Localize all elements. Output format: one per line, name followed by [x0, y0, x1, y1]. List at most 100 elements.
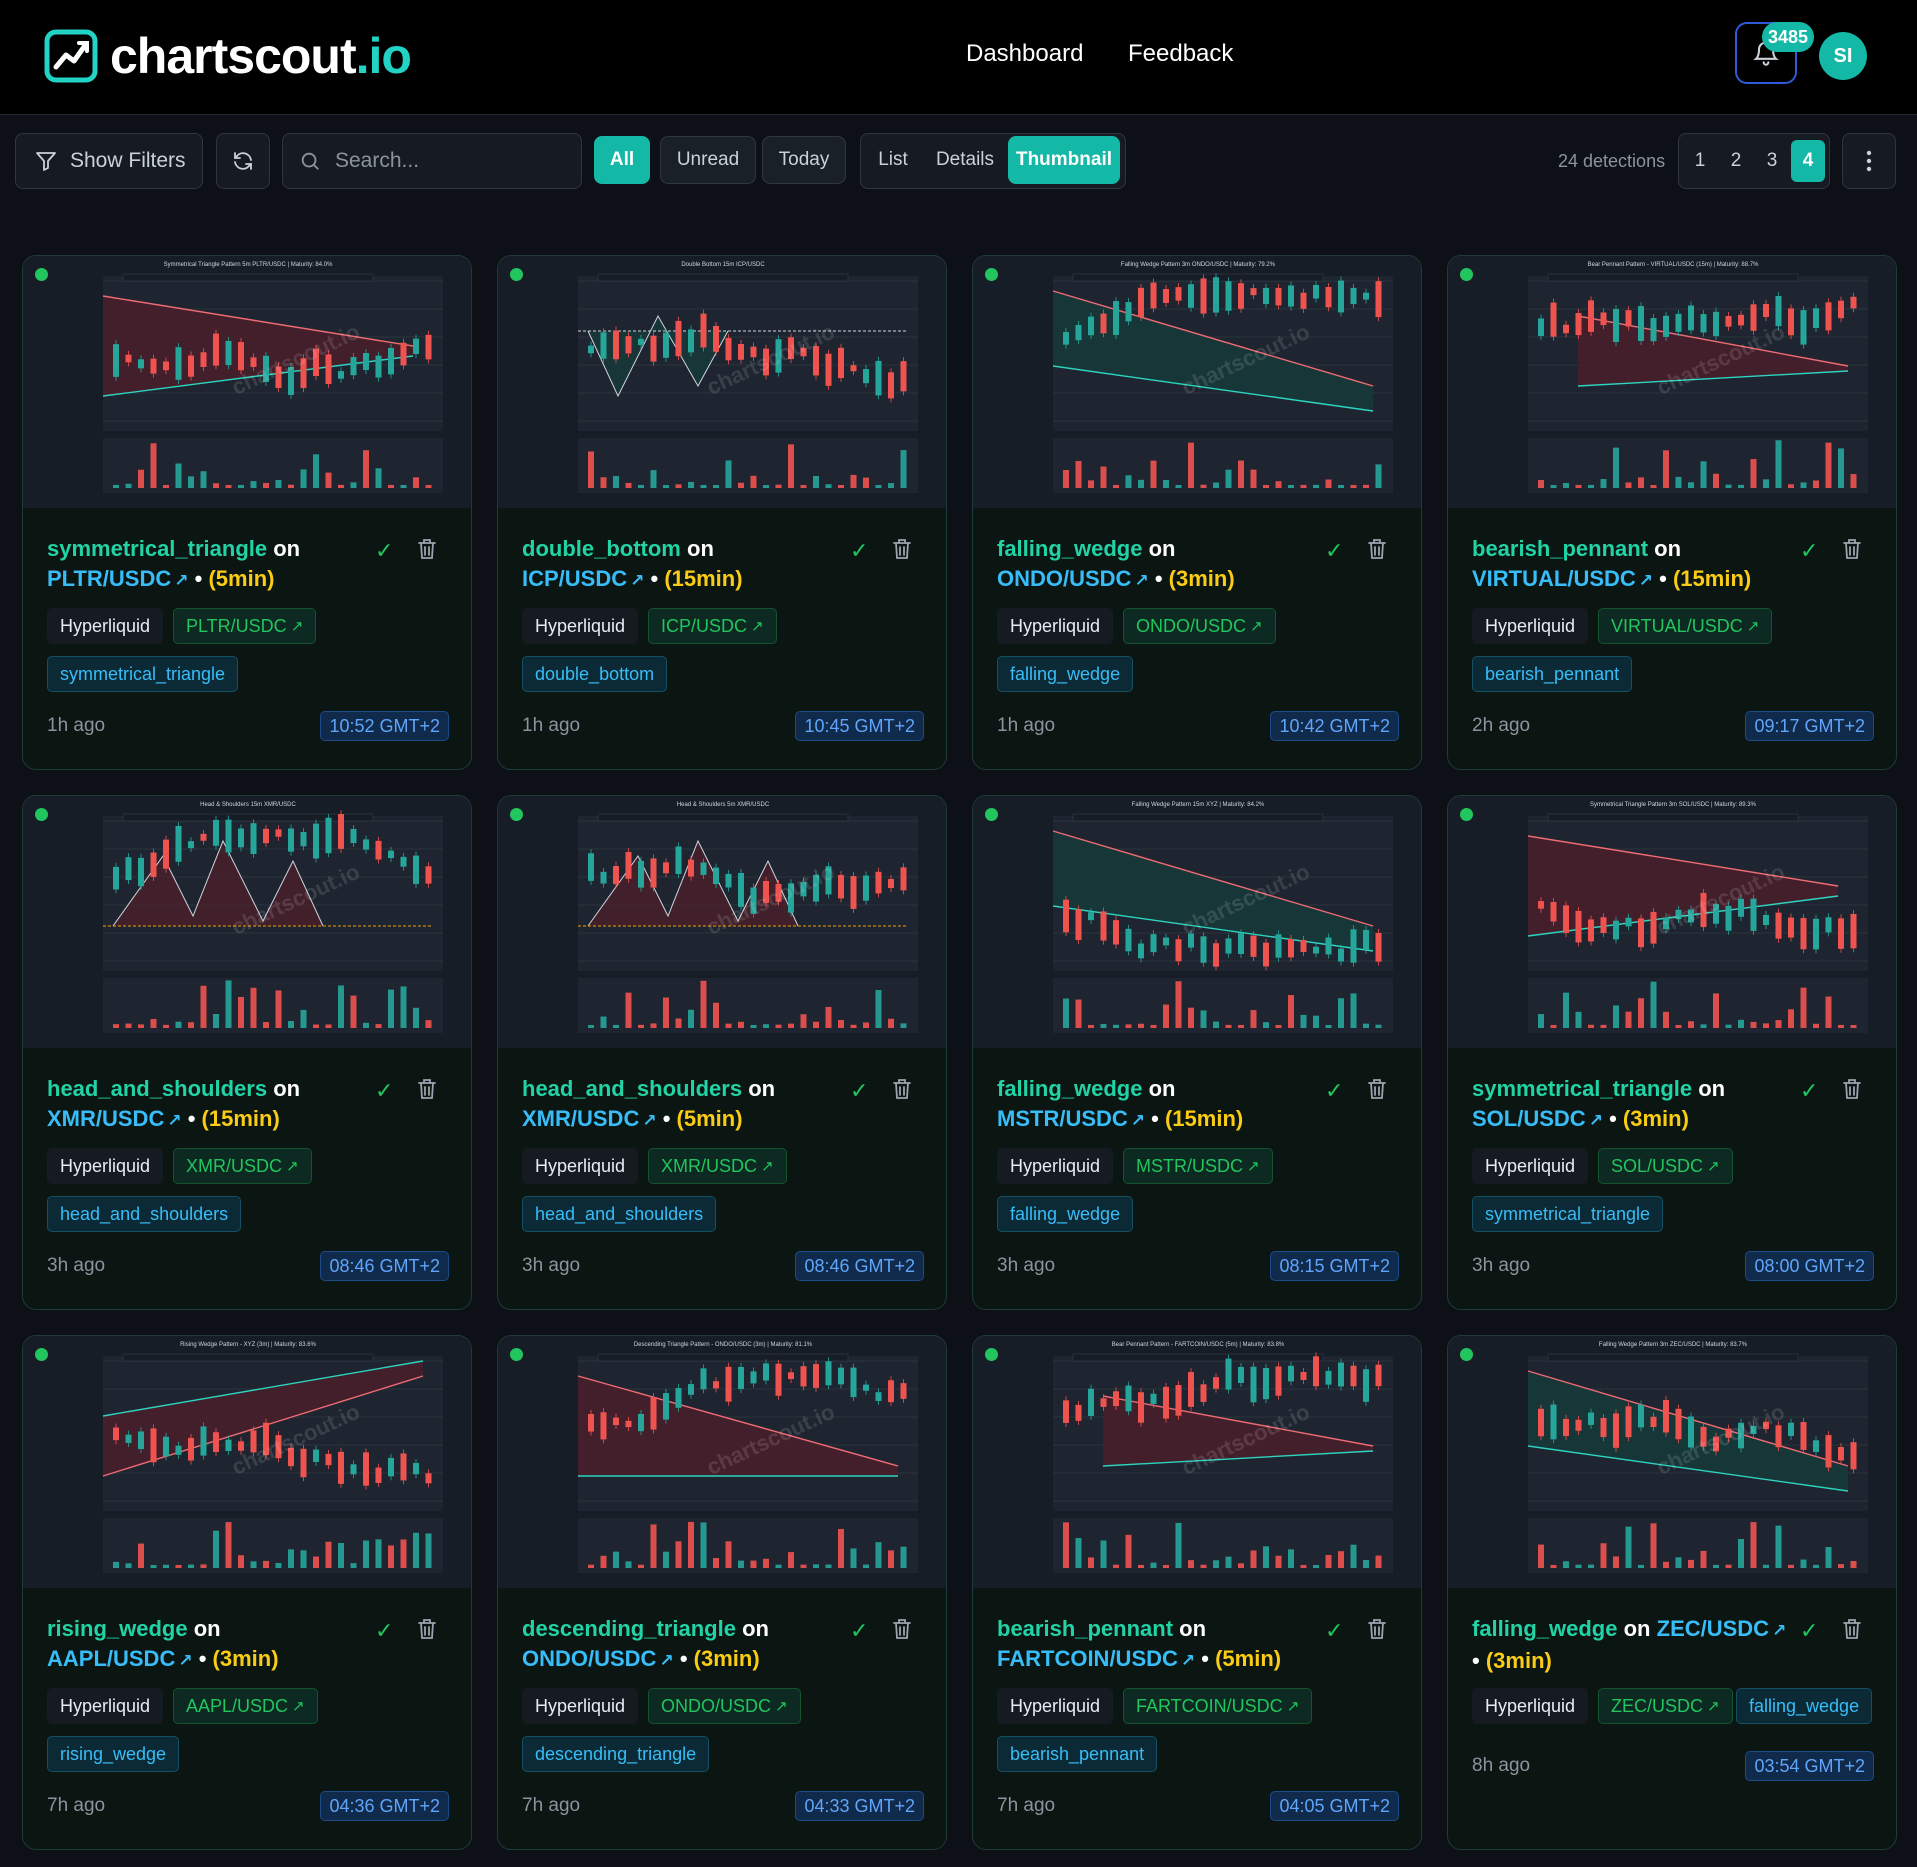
pattern-tag[interactable]: falling_wedge: [997, 656, 1134, 692]
external-link-icon[interactable]: ↗: [1588, 1111, 1603, 1130]
check-icon[interactable]: ✓: [850, 1078, 869, 1103]
pair-tag[interactable]: ZEC/USDC ↗: [1598, 1688, 1733, 1724]
external-link-icon[interactable]: ↗: [178, 1651, 193, 1670]
pattern-tag[interactable]: head_and_shoulders: [522, 1196, 717, 1232]
detection-card[interactable]: Double Bottom 15m ICP/USDC chartscout.io d…: [497, 255, 947, 770]
external-link-icon[interactable]: ↗: [167, 1111, 182, 1130]
pattern-name[interactable]: bearish_pennant: [1472, 536, 1649, 561]
pattern-name[interactable]: double_bottom: [522, 536, 681, 561]
page-1[interactable]: 1: [1694, 150, 1706, 171]
detection-card[interactable]: Bear Pennant Pattern - FARTCOIN/USDC (5m…: [972, 1335, 1422, 1850]
search-input[interactable]: Search...: [335, 149, 420, 172]
pattern-tag[interactable]: double_bottom: [522, 656, 668, 692]
delete-button[interactable]: [417, 538, 437, 565]
pattern-tag[interactable]: rising_wedge: [47, 1736, 180, 1772]
pair-link[interactable]: ICP/USDC: [522, 566, 628, 591]
detection-card[interactable]: Head & Shoulders 5m XMR/USDC chartscout.i…: [497, 795, 947, 1310]
detection-card[interactable]: Falling Wedge Pattern 15m XYZ | Maturity…: [972, 795, 1422, 1310]
delete-button[interactable]: [892, 1078, 912, 1105]
delete-button[interactable]: [1842, 1618, 1862, 1645]
chart-thumbnail[interactable]: Falling Wedge Pattern 3m ZEC/USDC | Matu…: [1448, 1336, 1896, 1588]
view-list[interactable]: List: [878, 149, 908, 170]
brand-logo[interactable]: chartscout.io: [44, 28, 412, 84]
show-filters-button[interactable]: Show Filters: [15, 133, 203, 189]
chart-thumbnail[interactable]: Bear Pennant Pattern - VIRTUAL/USDC (15m…: [1448, 256, 1896, 508]
pair-link[interactable]: SOL/USDC: [1472, 1106, 1586, 1131]
pattern-tag[interactable]: bearish_pennant: [1472, 656, 1633, 692]
pattern-tag[interactable]: descending_triangle: [522, 1736, 710, 1772]
pattern-tag[interactable]: symmetrical_triangle: [47, 656, 239, 692]
page-3[interactable]: 3: [1766, 150, 1778, 171]
pair-link[interactable]: XMR/USDC: [47, 1106, 165, 1131]
pattern-name[interactable]: bearish_pennant: [997, 1616, 1174, 1641]
delete-button[interactable]: [417, 1618, 437, 1645]
detection-card[interactable]: Symmetrical Triangle Pattern 5m PLTR/USD…: [22, 255, 472, 770]
external-link-icon[interactable]: ↗: [630, 571, 645, 590]
pair-tag[interactable]: FARTCOIN/USDC ↗: [1123, 1688, 1313, 1724]
external-link-icon[interactable]: ↗: [1130, 1111, 1146, 1130]
more-options-button[interactable]: [1842, 133, 1896, 189]
pair-link[interactable]: PLTR/USDC: [47, 566, 172, 591]
pattern-name[interactable]: falling_wedge: [997, 536, 1143, 561]
detection-card[interactable]: Falling Wedge Pattern 3m ZEC/USDC | Matu…: [1447, 1335, 1897, 1850]
pattern-tag[interactable]: falling_wedge: [1736, 1688, 1873, 1724]
pattern-tag[interactable]: bearish_pennant: [997, 1736, 1158, 1772]
delete-button[interactable]: [892, 1618, 912, 1645]
pair-tag[interactable]: PLTR/USDC ↗: [173, 608, 317, 644]
chart-thumbnail[interactable]: Falling Wedge Pattern 3m ONDO/USDC | Mat…: [973, 256, 1421, 508]
pair-link[interactable]: VIRTUAL/USDC: [1472, 566, 1636, 591]
chart-thumbnail[interactable]: Rising Wedge Pattern - XYZ (3m) | Maturi…: [23, 1336, 471, 1588]
pair-link[interactable]: AAPL/USDC: [47, 1646, 176, 1671]
check-icon[interactable]: ✓: [375, 1078, 394, 1103]
pair-tag[interactable]: AAPL/USDC ↗: [173, 1688, 318, 1724]
chart-thumbnail[interactable]: Head & Shoulders 15m XMR/USDC chartscout.…: [23, 796, 471, 1048]
check-icon[interactable]: ✓: [850, 538, 869, 563]
chart-thumbnail[interactable]: Descending Triangle Pattern - ONDO/USDC …: [498, 1336, 946, 1588]
delete-button[interactable]: [892, 538, 912, 565]
pattern-tag[interactable]: head_and_shoulders: [47, 1196, 242, 1232]
search-box[interactable]: Search...: [282, 133, 582, 189]
check-icon[interactable]: ✓: [375, 1618, 394, 1643]
delete-button[interactable]: [1367, 1078, 1387, 1105]
pattern-name[interactable]: falling_wedge: [997, 1076, 1143, 1101]
check-icon[interactable]: ✓: [1800, 1078, 1819, 1103]
pair-tag[interactable]: SOL/USDC ↗: [1598, 1148, 1733, 1184]
detection-card[interactable]: Descending Triangle Pattern - ONDO/USDC …: [497, 1335, 947, 1850]
check-icon[interactable]: ✓: [1325, 1078, 1344, 1103]
pair-link[interactable]: FARTCOIN/USDC: [997, 1646, 1178, 1671]
detection-card[interactable]: Falling Wedge Pattern 3m ONDO/USDC | Mat…: [972, 255, 1422, 770]
check-icon[interactable]: ✓: [850, 1618, 869, 1643]
refresh-button[interactable]: [216, 133, 270, 189]
external-link-icon[interactable]: ↗: [1638, 571, 1654, 590]
pair-tag[interactable]: XMR/USDC ↗: [173, 1148, 312, 1184]
pattern-name[interactable]: symmetrical_triangle: [47, 536, 268, 561]
filter-all[interactable]: All: [594, 136, 650, 184]
external-link-icon[interactable]: ↗: [1180, 1651, 1196, 1670]
external-link-icon[interactable]: ↗: [642, 1111, 657, 1130]
pair-tag[interactable]: VIRTUAL/USDC ↗: [1598, 608, 1773, 644]
detection-card[interactable]: Rising Wedge Pattern - XYZ (3m) | Maturi…: [22, 1335, 472, 1850]
pattern-tag[interactable]: symmetrical_triangle: [1472, 1196, 1664, 1232]
chart-thumbnail[interactable]: Double Bottom 15m ICP/USDC chartscout.io: [498, 256, 946, 508]
chart-thumbnail[interactable]: Bear Pennant Pattern - FARTCOIN/USDC (5m…: [973, 1336, 1421, 1588]
nav-feedback[interactable]: Feedback: [1128, 40, 1234, 67]
chart-thumbnail[interactable]: Falling Wedge Pattern 15m XYZ | Maturity…: [973, 796, 1421, 1048]
delete-button[interactable]: [1367, 1618, 1387, 1645]
pattern-name[interactable]: rising_wedge: [47, 1616, 188, 1641]
pattern-name[interactable]: descending_triangle: [522, 1616, 736, 1641]
user-avatar[interactable]: SI: [1819, 32, 1867, 80]
page-2[interactable]: 2: [1730, 150, 1742, 171]
pair-tag[interactable]: XMR/USDC ↗: [648, 1148, 787, 1184]
view-thumbnail[interactable]: Thumbnail: [1008, 136, 1120, 184]
filter-today[interactable]: Today: [762, 136, 846, 184]
pair-tag[interactable]: ONDO/USDC ↗: [1123, 608, 1276, 644]
delete-button[interactable]: [1842, 538, 1862, 565]
check-icon[interactable]: ✓: [1800, 538, 1819, 563]
pattern-name[interactable]: symmetrical_triangle: [1472, 1076, 1693, 1101]
delete-button[interactable]: [417, 1078, 437, 1105]
pair-tag[interactable]: MSTR/USDC ↗: [1123, 1148, 1273, 1184]
external-link-icon[interactable]: ↗: [659, 1651, 674, 1670]
external-link-icon[interactable]: ↗: [174, 571, 189, 590]
detection-card[interactable]: Head & Shoulders 15m XMR/USDC chartscout.…: [22, 795, 472, 1310]
pair-link[interactable]: ZEC/USDC: [1656, 1616, 1770, 1641]
